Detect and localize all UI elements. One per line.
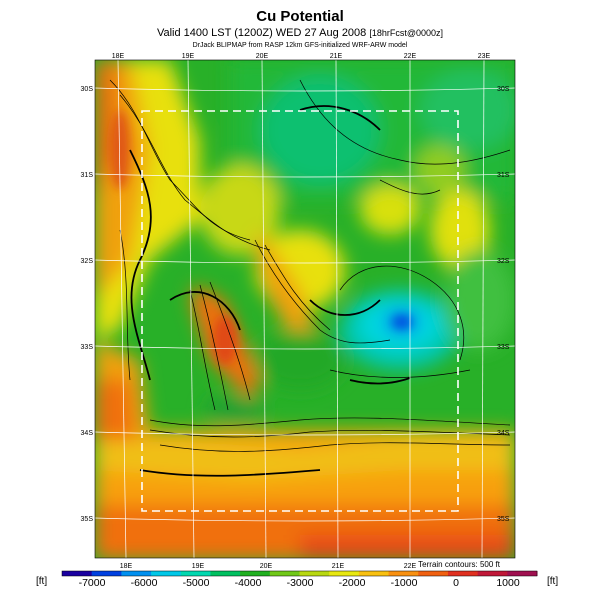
colorbar-swatch [151,571,182,576]
colorbar-tick-label: -1000 [390,577,418,589]
lon-labels-top: 18E 19E 20E 21E 22E 23E [112,53,491,60]
colorbar-tick-label: -2000 [338,577,366,589]
lat-label: 31S [81,172,94,179]
lon-label: 19E [182,53,195,60]
lon-label: 21E [332,563,345,570]
lat-label: 31S [497,172,510,179]
lat-label: 33S [81,344,94,351]
colorbar-tick-label: -7000 [78,577,106,589]
lon-label: 20E [256,53,269,60]
colorbar-tick-label: -4000 [234,577,262,589]
colorbar-swatch [210,571,241,576]
lat-label: 35S [81,516,94,523]
colorbar [61,570,538,577]
colorbar-swatch [477,571,508,576]
map-frame [94,59,516,559]
lon-label: 18E [120,563,133,570]
forecast-tag: [18hrFcst@0000z] [369,28,444,38]
colorbar-swatch [180,571,211,576]
lat-label: 33S [497,344,510,351]
terrain-contours [109,79,511,452]
lat-label: 35S [497,516,510,523]
inner-domain-boundary [141,110,459,512]
colorbar-swatch [269,571,300,576]
lon-label: 23E [478,53,491,60]
colorbar-swatch [91,571,122,576]
colorbar-swatch [358,571,390,576]
colorbar-tick-label: -3000 [286,577,314,589]
colorbar-unit-left: [ft] [36,576,48,587]
lon-label: 20E [260,563,273,570]
lon-labels-bottom: 18E 19E 20E 21E 22E [120,563,417,570]
colorbar-swatch [329,571,360,576]
colorbar-swatch [388,571,419,576]
colorbar-swatch [240,571,271,576]
colorbar-swatch [507,571,538,576]
lat-label: 34S [497,430,510,437]
lat-label: 34S [81,430,94,437]
terrain-note: Terrain contours: 500 ft [418,560,500,569]
lat-labels-left: 30S 31S 32S 33S 34S 35S [81,86,94,523]
colorbar-tick-label: -5000 [182,577,210,589]
colorbar-tick-label: -6000 [130,577,158,589]
valid-time: Valid 1400 LST (1200Z) WED 27 Aug 2008 [156,27,367,39]
lat-label: 30S [497,86,510,93]
colorbar-tick-label: 0 [453,577,459,589]
colorbar-swatch [418,571,449,576]
map-title: Cu Potential [256,8,344,25]
lat-lon-grid [94,59,516,559]
lon-label: 22E [404,53,417,60]
colorbar-swatch [62,571,93,576]
lon-label: 21E [330,53,343,60]
model-credit: DrJack BLIPMAP from RASP 12km GFS-initia… [192,42,408,49]
colorbar-swatch [447,571,479,576]
colorbar-swatch [121,571,152,576]
lon-label: 18E [112,53,125,60]
lat-label: 30S [81,86,94,93]
colorbar-tick-label: 1000 [496,577,520,589]
colorbar-swatch [299,571,330,576]
colorbar-unit-right: [ft] [547,576,559,587]
map-subtitle: Valid 1400 LST (1200Z) WED 27 Aug 2008 [… [0,27,600,39]
lon-label: 22E [404,563,417,570]
zero-contours [129,105,411,477]
lat-label: 32S [497,258,510,265]
lat-labels-right: 30S 31S 32S 33S 34S 35S [497,86,510,523]
lat-label: 32S [81,258,94,265]
cu-potential-field [95,60,515,558]
lon-label: 19E [192,563,205,570]
